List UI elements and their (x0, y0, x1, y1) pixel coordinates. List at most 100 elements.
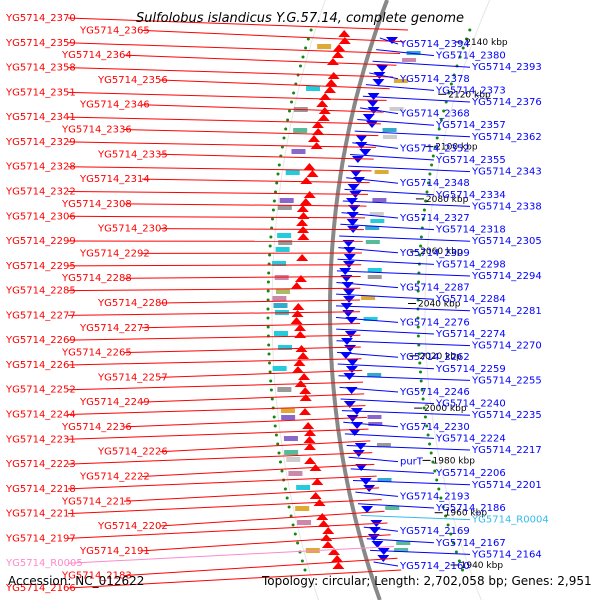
inner-tick-dot (292, 91, 296, 95)
gene-label-left: YG5714_2244 (5, 410, 76, 421)
gene-leader-right (344, 433, 435, 439)
cog-band-left (281, 415, 296, 420)
gene-leader-right (342, 200, 471, 207)
gene-leader-right (344, 188, 435, 196)
gene-label-right: YG5714_2201 (471, 480, 542, 491)
gene-leader-right (369, 72, 399, 80)
gene-label-left: YG5714_2273 (79, 323, 150, 334)
inner-tick-dot (276, 442, 280, 446)
gene-label-left: YG5714_2359 (5, 38, 76, 49)
reverse-gene-arrow (344, 331, 357, 338)
kbp-tick-label: 2120 kbp (448, 90, 491, 100)
gene-leader-left (67, 166, 372, 172)
reverse-gene-arrow (343, 401, 356, 408)
reverse-gene-arrow (377, 555, 390, 562)
forward-gene-arrow (302, 422, 315, 429)
gene-label-right: YG5714_2298 (435, 259, 506, 270)
gene-leader-right (341, 410, 471, 416)
gene-leader-left (67, 334, 361, 341)
gene-label-left: YG5714_2335 (97, 149, 168, 160)
forward-gene-arrow (338, 30, 351, 37)
outer-tick-dot (442, 109, 446, 113)
gene-label-left: YG5714_2211 (5, 509, 76, 520)
reverse-gene-arrow (347, 184, 360, 191)
inner-tick-dot (274, 433, 278, 437)
gene-label-left: YG5714_2292 (79, 248, 150, 259)
outer-tick-dot (418, 361, 422, 365)
gene-label-left: YG5714_2252 (5, 385, 76, 396)
inner-tick-dot (300, 559, 304, 563)
forward-gene-arrow (323, 86, 336, 93)
gene-label-right: YG5714_2343 (471, 167, 542, 178)
kbp-tick-label: 1980 kbp (433, 456, 476, 466)
cog-band-right (402, 58, 417, 62)
reverse-gene-arrow (348, 205, 361, 212)
gene-label-left: YG5714_2346 (79, 100, 150, 111)
gene-leader-right (362, 95, 471, 103)
gene-leader-left (123, 487, 380, 502)
outer-tick-dot (428, 172, 432, 176)
inner-tick-dot (271, 217, 274, 221)
reverse-gene-arrow (346, 219, 359, 226)
inner-tick-dot (284, 127, 288, 131)
forward-gene-arrow (332, 562, 345, 569)
gene-label-left: YG5714_2295 (5, 261, 76, 272)
outer-tick-dot (437, 487, 441, 491)
forward-gene-arrow (294, 275, 307, 282)
topology-text: Topology: circular; Length: 2,702,058 bp… (261, 574, 592, 588)
cog-band-right (367, 415, 382, 419)
forward-gene-arrow (299, 387, 312, 394)
inner-tick-dot (275, 181, 279, 185)
cog-band-right (376, 443, 391, 447)
gene-leader-right (366, 538, 435, 544)
gene-label-right: YG5714_2217 (471, 445, 542, 456)
forward-gene-arrow (291, 366, 304, 373)
inner-tick-dot (266, 298, 270, 302)
forward-gene-arrow (296, 219, 309, 226)
forward-gene-arrow (320, 534, 333, 541)
forward-gene-arrow (290, 317, 303, 324)
cog-band-left (284, 450, 299, 455)
cog-band-right (382, 135, 397, 139)
gene-label-left: YG5714_2215 (61, 496, 132, 507)
inner-tick-dot (288, 109, 291, 113)
gene-leader-right (339, 235, 471, 242)
outer-tick-dot (441, 505, 445, 509)
cog-band-right (367, 275, 382, 279)
gene-label-right: YG5714_2169 (399, 526, 470, 537)
accession-text: Accession: NC_012622 (8, 574, 144, 588)
inner-tick-dot (299, 64, 302, 68)
gene-label-right: YG5714_2262 (399, 352, 470, 363)
gene-label-left: YG5714_2364 (61, 50, 132, 61)
cog-band-right (361, 296, 376, 300)
forward-gene-arrow (333, 44, 346, 51)
inner-tick-dot (279, 460, 282, 464)
gene-label-right: YG5714_2281 (471, 306, 542, 317)
gene-label-left: YG5714_2280 (97, 298, 168, 309)
cog-band-right (394, 548, 409, 552)
cog-band-right (363, 317, 378, 321)
reverse-gene-arrow (359, 478, 372, 485)
gene-leader-left (67, 569, 402, 589)
outer-guide (424, 0, 491, 600)
outer-tick-dot (429, 451, 433, 455)
inner-tick-dot (271, 208, 275, 212)
gene-label-right: YG5714_2368 (399, 109, 470, 120)
forward-gene-arrow (311, 121, 324, 128)
cog-band-left (272, 366, 287, 371)
outer-tick-dot (446, 523, 450, 527)
gene-label-right: purT (400, 457, 424, 468)
forward-gene-arrow (327, 548, 340, 555)
cog-band-left (286, 457, 301, 462)
reverse-gene-arrow (342, 310, 355, 317)
gene-leader-left (67, 428, 369, 440)
gene-label-left: YG5714_2314 (79, 174, 150, 185)
forward-gene-arrow (322, 527, 335, 534)
reverse-gene-arrow (346, 359, 359, 366)
gene-leader-right (357, 503, 435, 509)
gene-leader-left (67, 215, 366, 219)
gene-leader-left (141, 393, 365, 403)
forward-gene-arrow (294, 324, 307, 331)
gene-leader-right (348, 165, 471, 173)
forward-gene-arrow (303, 191, 316, 198)
